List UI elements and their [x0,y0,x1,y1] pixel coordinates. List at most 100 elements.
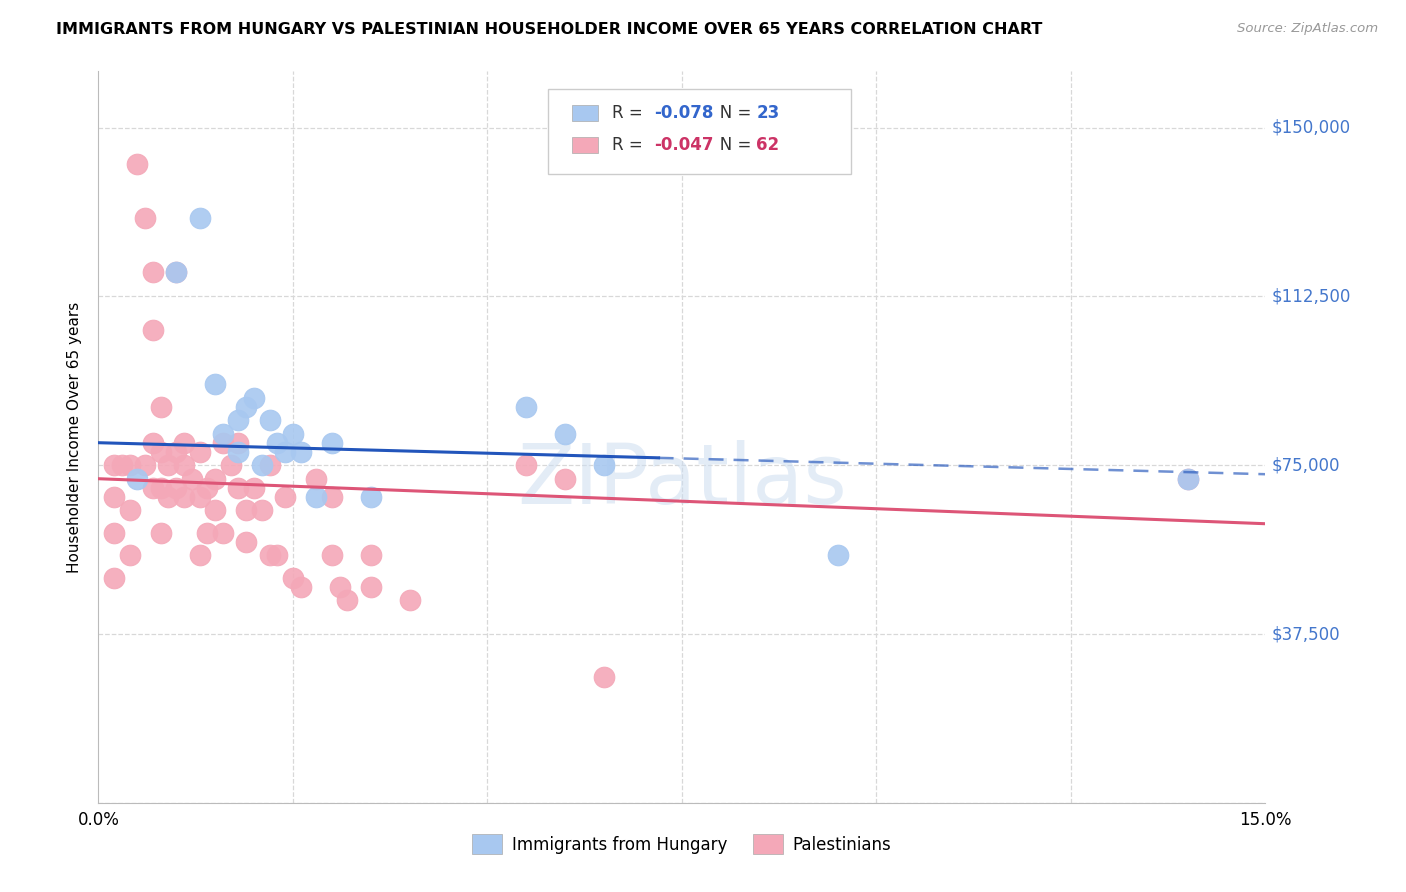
Point [219,458,242,473]
Point [515,400,537,414]
Text: -0.078: -0.078 [654,104,713,122]
Point [228,444,250,458]
Point [149,481,172,495]
Point [127,472,149,486]
Point [142,481,165,495]
Point [180,472,202,486]
Point [103,490,125,504]
Point [281,571,304,585]
Point [149,444,172,458]
Point [134,211,156,225]
Point [305,472,328,486]
Point [204,377,226,392]
Point [274,444,297,458]
Point [259,458,281,473]
Y-axis label: Householder Income Over 65 years: Householder Income Over 65 years [67,301,83,573]
Point [165,265,187,279]
Point [228,413,250,427]
Point [827,548,849,562]
Point [212,426,235,441]
Point [554,472,576,486]
Point [228,481,250,495]
Point [281,426,304,441]
Point [188,211,211,225]
Text: $75,000: $75,000 [1271,456,1340,475]
Text: N =: N = [704,136,756,154]
Point [1177,472,1199,486]
Point [195,481,218,495]
Point [235,400,257,414]
Point [212,525,235,540]
Point [259,548,281,562]
Point [173,458,195,473]
Point [398,593,420,607]
Text: $37,500: $37,500 [1271,625,1340,643]
Point [188,444,211,458]
Point [274,490,297,504]
Point [142,265,165,279]
Point [127,156,149,170]
Legend: Immigrants from Hungary, Palestinians: Immigrants from Hungary, Palestinians [465,828,898,860]
Point [266,548,288,562]
Point [336,593,359,607]
Point [195,525,218,540]
Point [321,490,343,504]
Point [593,458,616,473]
Point [111,458,134,473]
Point [165,481,187,495]
Text: 23: 23 [756,104,780,122]
Point [165,444,187,458]
Point [134,458,156,473]
Point [165,265,187,279]
Point [204,503,226,517]
Point [188,548,211,562]
Point [360,490,382,504]
Point [360,548,382,562]
Point [157,458,180,473]
Point [142,323,165,337]
Point [321,435,343,450]
Point [228,435,250,450]
Point [212,435,235,450]
Text: IMMIGRANTS FROM HUNGARY VS PALESTINIAN HOUSEHOLDER INCOME OVER 65 YEARS CORRELAT: IMMIGRANTS FROM HUNGARY VS PALESTINIAN H… [56,22,1043,37]
Point [290,580,312,594]
Text: 62: 62 [756,136,779,154]
Point [243,391,266,405]
Point [204,472,226,486]
Text: R =: R = [612,136,648,154]
Point [173,490,195,504]
Point [235,534,257,549]
Point [173,435,195,450]
Point [554,426,576,441]
Point [1177,472,1199,486]
Text: N =: N = [704,104,756,122]
Text: $150,000: $150,000 [1271,119,1350,136]
Point [593,670,616,684]
Point [243,481,266,495]
Text: ZIPatlas: ZIPatlas [517,441,846,522]
Point [118,503,141,517]
Text: R =: R = [612,104,648,122]
Point [321,548,343,562]
Point [188,490,211,504]
Point [515,458,537,473]
Point [149,525,172,540]
Point [103,571,125,585]
Point [235,503,257,517]
Point [103,458,125,473]
Point [149,400,172,414]
Point [142,435,165,450]
Point [157,490,180,504]
Point [329,580,352,594]
Text: Source: ZipAtlas.com: Source: ZipAtlas.com [1237,22,1378,36]
Point [305,490,328,504]
Text: -0.047: -0.047 [654,136,713,154]
Point [103,525,125,540]
Point [118,548,141,562]
Point [259,413,281,427]
Point [360,580,382,594]
Point [250,458,273,473]
Point [250,503,273,517]
Point [290,444,312,458]
Point [266,435,288,450]
